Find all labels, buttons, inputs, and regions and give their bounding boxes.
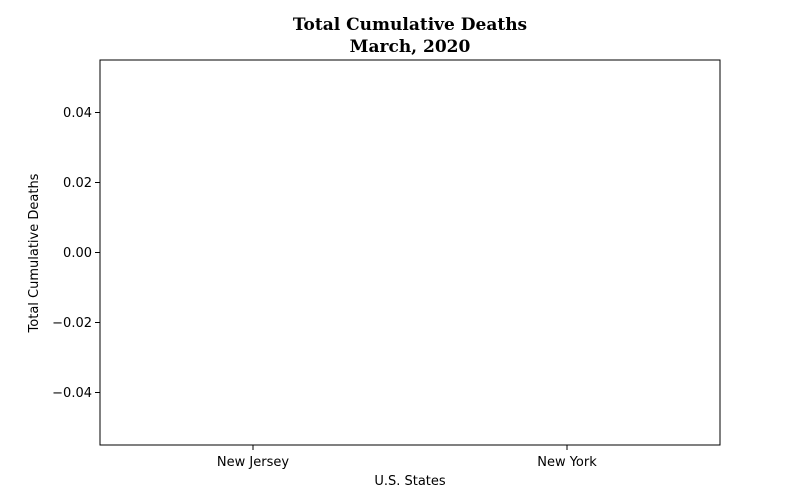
y-tick-label: 0.04 xyxy=(63,106,92,121)
x-tick-label: New York xyxy=(537,455,597,470)
chart-title: Total Cumulative Deaths xyxy=(293,15,527,35)
x-axis-label: U.S. States xyxy=(374,474,446,489)
plot-area xyxy=(99,59,721,446)
y-tick-label: −0.04 xyxy=(52,386,92,401)
y-tick-label: −0.02 xyxy=(52,316,92,331)
chart-subtitle: March, 2020 xyxy=(350,37,471,57)
y-tick-label: 0.00 xyxy=(63,246,92,261)
x-tick-label: New Jersey xyxy=(217,455,289,470)
y-axis-label: Total Cumulative Deaths xyxy=(27,173,42,333)
x-axis: New Jersey New York xyxy=(217,445,597,470)
y-axis: 0.04 0.02 0.00 −0.02 −0.04 xyxy=(52,106,100,401)
y-tick-label: 0.02 xyxy=(63,176,92,191)
